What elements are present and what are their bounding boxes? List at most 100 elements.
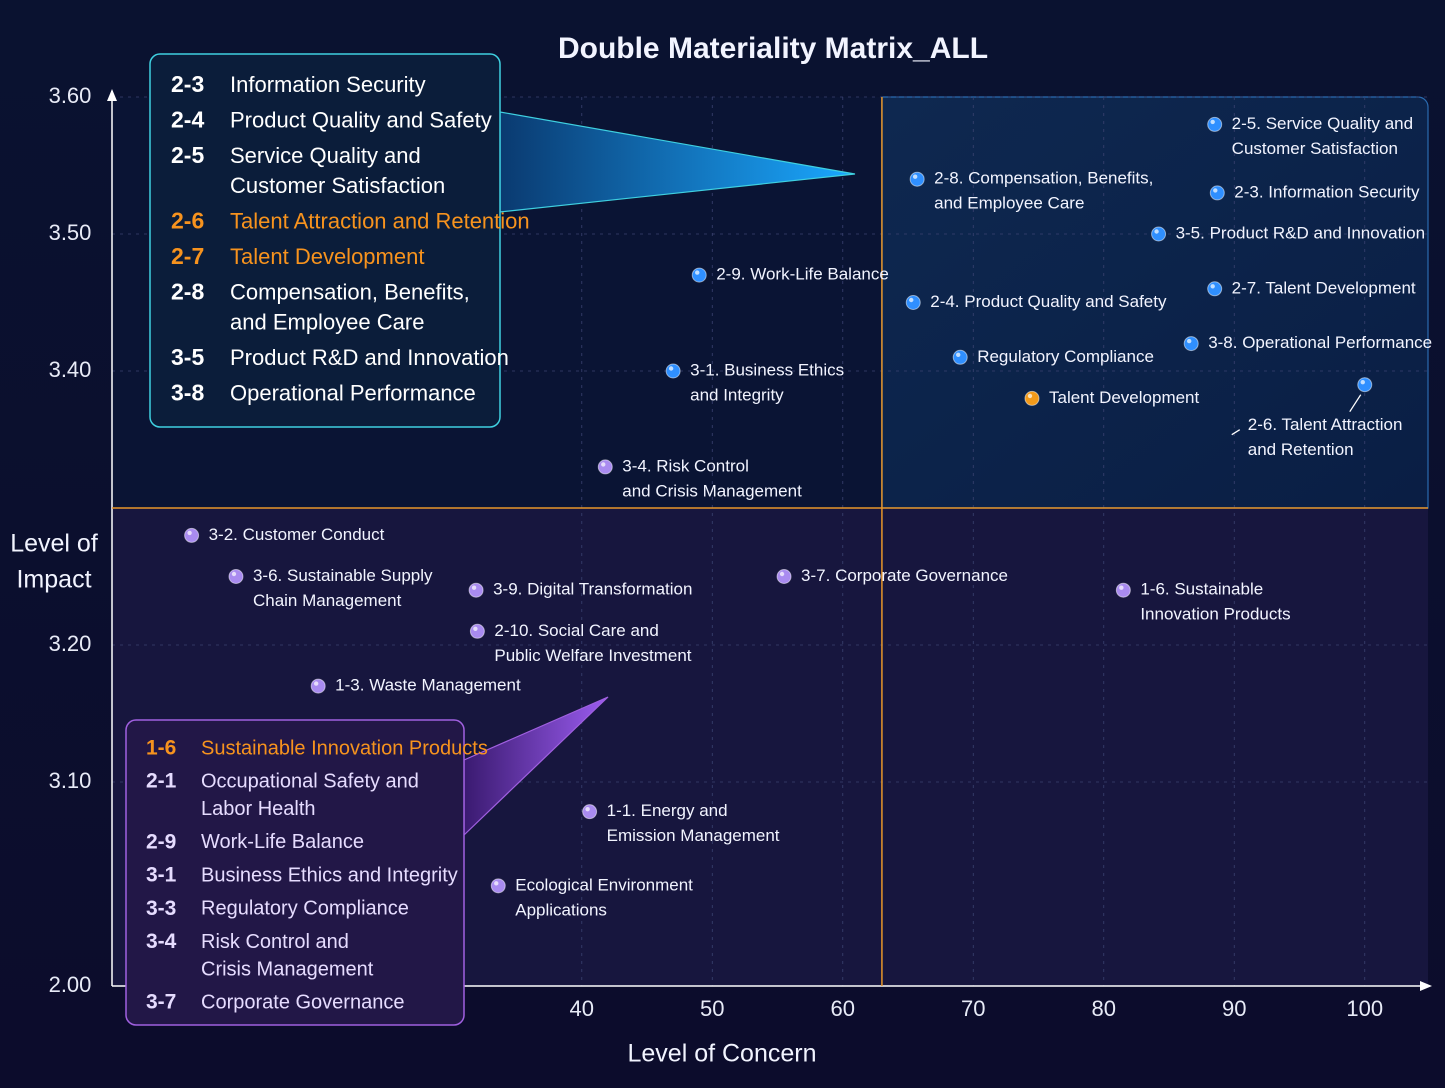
point-label: 2-5. Service Quality and bbox=[1232, 114, 1413, 133]
point-label: 2-4. Product Quality and Safety bbox=[930, 292, 1167, 311]
callout-code: 2-8 bbox=[171, 279, 204, 305]
callout-text: Business Ethics and Integrity bbox=[201, 864, 458, 886]
point-label: 2-10. Social Care and bbox=[494, 621, 658, 640]
point-label: 2-9. Work-Life Balance bbox=[716, 265, 889, 284]
x-tick-label: 60 bbox=[831, 996, 855, 1021]
callout-text: Information Security bbox=[230, 72, 426, 97]
point-label: and Integrity bbox=[690, 385, 784, 404]
callout-text: Crisis Management bbox=[201, 958, 374, 980]
callout-text: Corporate Governance bbox=[201, 991, 404, 1013]
y-tick-label: 3.60 bbox=[49, 83, 92, 108]
y-axis-arrow bbox=[107, 89, 117, 101]
point-label: and Retention bbox=[1248, 440, 1354, 459]
x-tick-label: 50 bbox=[700, 996, 724, 1021]
point-label: Chain Management bbox=[253, 591, 402, 610]
point bbox=[665, 363, 681, 379]
point-label: and Employee Care bbox=[934, 194, 1084, 213]
callout-code: 3-3 bbox=[146, 897, 176, 920]
callout-text: Labor Health bbox=[201, 798, 316, 820]
point-label: 1-6. Sustainable bbox=[1140, 580, 1263, 599]
x-tick-label: 90 bbox=[1222, 996, 1246, 1021]
point-label: Talent Development bbox=[1049, 388, 1200, 407]
callout-text: Customer Satisfaction bbox=[230, 173, 445, 198]
callout-text: Regulatory Compliance bbox=[201, 898, 409, 920]
callout-text: Product R&D and Innovation bbox=[230, 345, 509, 370]
point bbox=[310, 678, 326, 694]
point-highlight bbox=[779, 571, 785, 577]
point-label: 2-7. Talent Development bbox=[1232, 278, 1416, 297]
point-label: 3-9. Digital Transformation bbox=[493, 580, 692, 599]
point-highlight bbox=[956, 352, 961, 357]
callout-text: Compensation, Benefits, bbox=[230, 279, 470, 304]
point bbox=[184, 527, 200, 543]
point bbox=[469, 623, 485, 639]
point-label: 3-2. Customer Conduct bbox=[209, 525, 385, 544]
point-label: 1-3. Waste Management bbox=[335, 676, 521, 695]
point bbox=[776, 569, 792, 584]
y-tick-label: 3.40 bbox=[49, 357, 92, 382]
point bbox=[1183, 336, 1199, 352]
callout-text: Work-Life Balance bbox=[201, 831, 364, 853]
point bbox=[582, 804, 598, 820]
callout-text: Talent Development bbox=[230, 244, 424, 269]
point-label: Customer Satisfaction bbox=[1232, 139, 1398, 158]
point-label: Regulatory Compliance bbox=[977, 347, 1154, 366]
y-tick-label: 2.00 bbox=[49, 972, 92, 997]
axes: 2.00 3.10 3.20 3.40 3.50 3.60 40 50 60 70 80 90 100 L… bbox=[10, 83, 1432, 1021]
point bbox=[909, 171, 925, 187]
point-highlight bbox=[471, 585, 477, 590]
point bbox=[1115, 582, 1131, 598]
point-highlight bbox=[187, 530, 192, 536]
callout-code: 2-1 bbox=[146, 770, 177, 793]
point-highlight bbox=[1360, 380, 1365, 385]
point-label: 3-1. Business Ethics bbox=[690, 360, 844, 379]
point-label: 3-6. Sustainable Supply bbox=[253, 566, 433, 585]
point-highlight bbox=[1210, 119, 1215, 125]
point-highlight bbox=[909, 297, 914, 303]
point-label: Ecological Environment bbox=[515, 875, 693, 894]
point-label: 3-4. Risk Control bbox=[622, 456, 749, 475]
y-tick-label: 3.10 bbox=[49, 768, 92, 793]
point-label: 2-3. Information Security bbox=[1234, 182, 1420, 201]
y-axis-label: Impact bbox=[16, 566, 91, 594]
point-label: 3-8. Operational Performance bbox=[1208, 333, 1432, 352]
point bbox=[1207, 281, 1223, 297]
point-highlight bbox=[1186, 338, 1192, 344]
callouts: 2-3 Information Security 2-4 Product Qualit… bbox=[125, 53, 856, 1026]
point-label: Emission Management bbox=[607, 826, 780, 845]
x-tick-label: 100 bbox=[1346, 996, 1383, 1021]
callout-text: Risk Control and bbox=[201, 931, 349, 953]
y-tick-label: 3.50 bbox=[49, 220, 92, 245]
point-label: Innovation Products bbox=[1140, 605, 1290, 624]
x-axis-arrow bbox=[1420, 981, 1432, 991]
x-tick-label: 80 bbox=[1092, 996, 1116, 1021]
point-label: 3-7. Corporate Governance bbox=[801, 566, 1008, 585]
point-highlight bbox=[473, 626, 478, 631]
callout-code: 1-6 bbox=[146, 737, 176, 760]
callout-code: 3-1 bbox=[146, 864, 177, 887]
point-label: Applications bbox=[515, 900, 607, 919]
callout-text: and Employee Care bbox=[230, 309, 424, 334]
callout-code: 2-7 bbox=[171, 243, 204, 269]
point-highlight bbox=[494, 881, 499, 886]
callout-text: Talent Attraction and Retention bbox=[230, 208, 530, 233]
point-label: 2-8. Compensation, Benefits, bbox=[934, 169, 1153, 188]
point bbox=[952, 349, 968, 365]
callout-box bbox=[149, 53, 501, 428]
point-label: Public Welfare Investment bbox=[494, 646, 691, 665]
callout-text: Operational Performance bbox=[230, 380, 476, 405]
point-highlight bbox=[1154, 229, 1159, 234]
point bbox=[1024, 390, 1040, 406]
point-label: and Crisis Management bbox=[622, 481, 802, 500]
y-axis-label: Level of bbox=[10, 530, 98, 558]
callout-code: 3-8 bbox=[171, 380, 204, 406]
leader-tick bbox=[1231, 429, 1241, 436]
point-highlight bbox=[695, 270, 700, 275]
x-axis-label: Level of Concern bbox=[627, 1040, 816, 1068]
point-label: 1-1. Energy and bbox=[607, 801, 728, 820]
callout-text: Sustainable Innovation Products bbox=[201, 737, 488, 759]
point-highlight bbox=[1213, 188, 1218, 193]
point bbox=[1207, 116, 1223, 132]
